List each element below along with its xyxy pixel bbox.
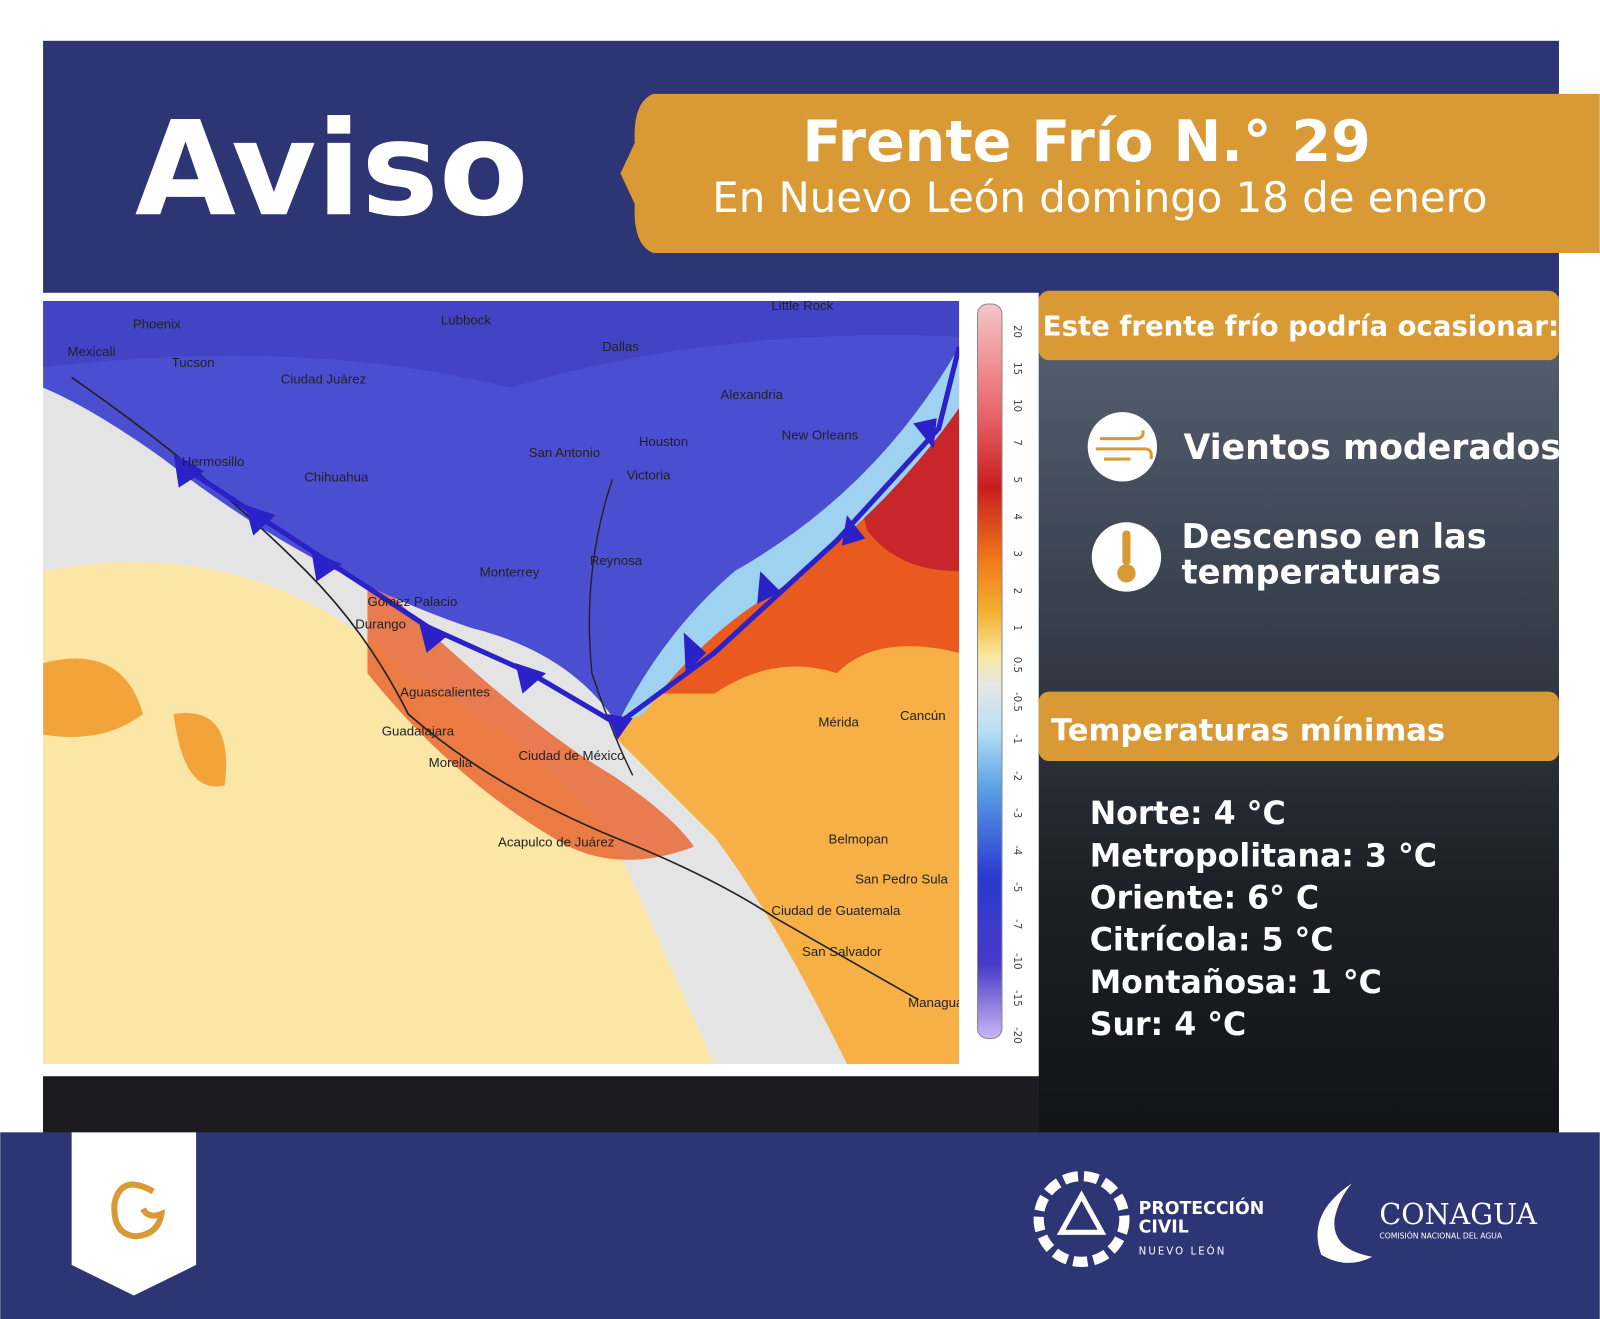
conagua-sub: COMISIÓN NACIONAL DEL AGUA (1379, 1231, 1502, 1240)
scale-label: -20 (1011, 1027, 1022, 1044)
scale-label: 7 (1011, 439, 1022, 445)
city-label: Mexicali (68, 344, 116, 359)
city-label: Gómez Palacio (367, 594, 457, 609)
scale-label: 0.5 (1011, 657, 1022, 673)
city-label: San Pedro Sula (855, 871, 948, 886)
pc-text: CIVIL (1139, 1217, 1189, 1237)
scale-label: 3 (1011, 551, 1022, 557)
effect-item-box: Descenso en las temperaturas (1181, 518, 1487, 592)
minimum-row: Citrícola: 5 °C (1090, 923, 1334, 959)
effect-item: Descenso en las temperaturas (1181, 518, 1487, 592)
scale-label: -4 (1011, 845, 1022, 855)
minimum-row: Norte: 4 °C (1090, 796, 1286, 832)
scale-label: 5 (1011, 476, 1022, 482)
city-label: Victoria (627, 467, 672, 482)
city-label: Guadalajara (382, 723, 455, 738)
city-label: Ciudad Juárez (281, 372, 366, 387)
minimum-row: Montañosa: 1 °C (1090, 965, 1382, 1001)
minimum-row: Metropolitana: 3 °C (1090, 838, 1437, 874)
city-label: Alexandria (720, 387, 783, 402)
front-triangles (173, 418, 937, 740)
city-label: Mérida (818, 714, 859, 729)
thermometer-glyph (1122, 530, 1131, 566)
city-label: San Salvador (802, 944, 882, 959)
scale-label: 4 (1011, 514, 1022, 520)
city-label: Cancún (900, 708, 946, 723)
region-cold-deep (43, 300, 960, 388)
scale-label: 10 (1011, 399, 1022, 412)
scale-label: -15 (1011, 990, 1022, 1007)
city-label: Ciudad de Guatemala (771, 903, 901, 918)
scale-label: -5 (1011, 882, 1022, 892)
pc-logo (1033, 1171, 1130, 1267)
shield-emblem (111, 1181, 166, 1240)
scale-label: 15 (1011, 362, 1022, 375)
city-label: Belmopan (829, 832, 889, 847)
scale-label: -0.5 (1011, 692, 1022, 712)
city-label: Little Rock (771, 298, 833, 313)
pc-text: PROTECCIÓN (1139, 1197, 1265, 1219)
city-label: New Orleans (782, 428, 859, 443)
wind-icon (1087, 412, 1158, 482)
city-label: Hermosillo (182, 454, 245, 469)
conagua-text: CONAGUA (1379, 1197, 1537, 1231)
scale-label: 2 (1011, 588, 1022, 594)
city-label: Phoenix (133, 316, 181, 331)
minimum-row: Oriente: 6° C (1090, 881, 1319, 917)
color-bar (976, 303, 1003, 1039)
banner-subtitle: En Nuevo León domingo 18 de enero (712, 173, 1487, 222)
city-label: Ciudad de México (518, 748, 624, 763)
effect-item: Vientos moderados (1184, 428, 1561, 468)
map: Phoenix Mexicali Tucson Lubbock Dallas Little… (43, 298, 964, 1064)
city-label: Lubbock (441, 312, 491, 327)
footer (0, 1132, 1600, 1319)
coastline (588, 479, 634, 776)
minimums-heading-bar (1038, 691, 1559, 762)
conagua-logo (1317, 1183, 1373, 1263)
region-mountain (367, 571, 694, 860)
scale-label: -2 (1011, 771, 1022, 781)
banner (620, 93, 1600, 253)
minimum-row: Sur: 4 °C (1090, 1007, 1247, 1043)
city-label: Aguascalientes (400, 685, 490, 700)
scale-label: -1 (1011, 734, 1022, 744)
city-label: Chihuahua (304, 469, 369, 484)
shield (71, 1132, 197, 1296)
region-cold (43, 300, 960, 725)
city-label: Managua (908, 995, 964, 1010)
city-label: Durango (355, 616, 406, 631)
scale-label: 1 (1011, 625, 1022, 631)
thermometer-bulb (1117, 564, 1136, 583)
region-cool (617, 346, 960, 725)
scale-label: -7 (1011, 919, 1022, 929)
banner-title: Frente Frío N.° 29 (802, 109, 1370, 175)
scale-label: 20 (1011, 325, 1022, 338)
wind-glyph (1095, 430, 1153, 461)
minimums-list: Norte: 4 °C Metropolitana: 3 °C Oriente: 6… (1090, 796, 1437, 1043)
city-label: San Antonio (529, 445, 600, 460)
region-warm (43, 658, 227, 787)
city-label: Houston (639, 434, 688, 449)
photo-strip (43, 1076, 1039, 1138)
city-labels: Phoenix Mexicali Tucson Lubbock Dallas Little… (68, 298, 964, 1010)
pc-text: NUEVO LEÓN (1139, 1245, 1227, 1258)
city-label: Acapulco de Juárez (498, 835, 614, 850)
effects-heading-bar (1038, 290, 1559, 361)
city-label: Monterrey (480, 564, 540, 579)
scale-label: -3 (1011, 808, 1022, 818)
title: Aviso (135, 93, 529, 245)
minimums-heading: Temperaturas mínimas (1051, 714, 1445, 749)
city-label: Morelia (429, 755, 473, 770)
city-label: Reynosa (590, 553, 643, 568)
city-label: Dallas (602, 339, 639, 354)
pc-triangle (1056, 1190, 1107, 1235)
color-scale-labels: 20 15 10 7 5 4 3 2 1 0.5 -0.5 -1 -2 -3 -4 -5 -7 -10 -15 -20 (1011, 325, 1022, 1044)
city-label: Tucson (172, 355, 215, 370)
effects-heading: Este frente frío podría ocasionar: (1043, 311, 1559, 343)
region-warm-light (43, 562, 715, 1064)
scale-label: -10 (1011, 953, 1022, 970)
